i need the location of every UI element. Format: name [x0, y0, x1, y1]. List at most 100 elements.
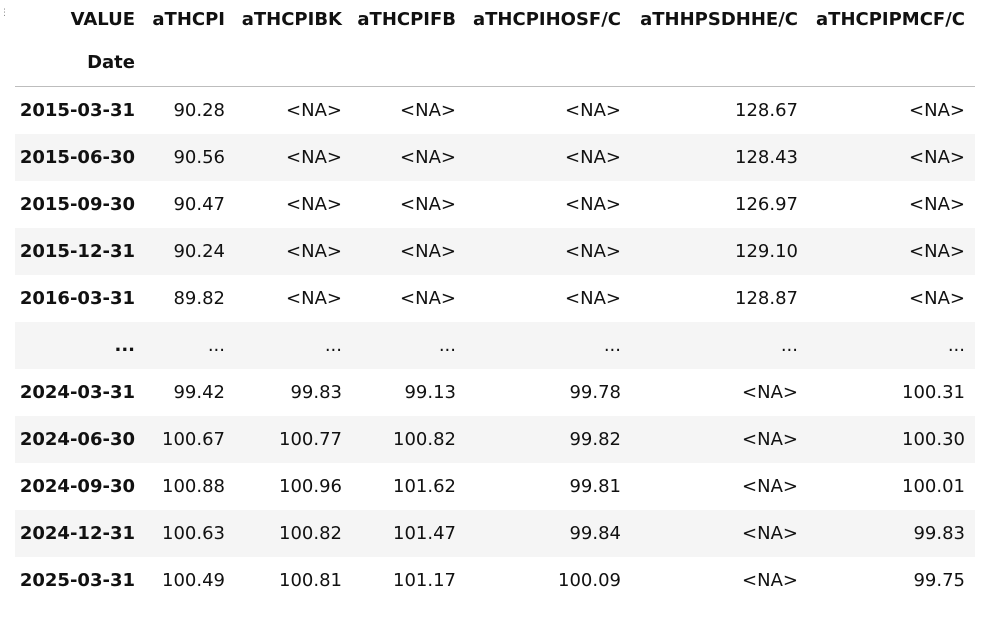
table-cell: <NA>	[742, 429, 798, 450]
row-index-cell: 2024-09-30	[19, 476, 135, 497]
columns-name-label: VALUE	[70, 8, 135, 30]
row-index-cell: 2024-03-31	[19, 382, 135, 403]
column-header: aTHCPIFB	[357, 8, 456, 30]
table-cell: 100.96	[279, 476, 342, 497]
table-cell: 99.83	[913, 523, 965, 544]
column-header-row: VALUE aTHCPI aTHCPIBK aTHCPIFB aTHCPIHOS…	[15, 0, 975, 38]
row-index-cell: 2015-09-30	[19, 194, 135, 215]
table-body: 2015-03-31 90.28 <NA> <NA> <NA> 128.67 <NA> 201…	[15, 86, 975, 604]
table-cell: <NA>	[909, 288, 965, 309]
table-row: .....................	[15, 322, 975, 369]
table-cell: ...	[780, 335, 798, 356]
index-header-spacer	[808, 38, 975, 87]
table-cell: <NA>	[909, 241, 965, 262]
table-cell: 99.13	[404, 382, 456, 403]
table-cell: 101.47	[393, 523, 456, 544]
table-cell: 99.82	[569, 429, 621, 450]
table-cell: ...	[603, 335, 621, 356]
table-cell: <NA>	[565, 194, 621, 215]
column-header: aTHCPIBK	[241, 8, 342, 30]
table-cell: <NA>	[286, 288, 342, 309]
table-cell: <NA>	[400, 194, 456, 215]
index-header-spacer	[352, 38, 466, 87]
table-cell: 89.82	[173, 288, 225, 309]
table-cell: <NA>	[286, 241, 342, 262]
column-header: aTHCPI	[152, 8, 225, 30]
table-cell: 100.01	[902, 476, 965, 497]
table-cell: <NA>	[400, 100, 456, 121]
table-row: 2024-09-30 100.88 100.96 101.62 99.81 <NA> 100…	[15, 463, 975, 510]
row-index-cell: 2024-12-31	[19, 523, 135, 544]
table-cell: 99.78	[569, 382, 621, 403]
table-cell: 90.24	[173, 241, 225, 262]
table-cell: <NA>	[742, 476, 798, 497]
index-header-spacer	[145, 38, 235, 87]
table-cell: <NA>	[742, 570, 798, 591]
dataframe-table: VALUE aTHCPI aTHCPIBK aTHCPIFB aTHCPIHOS…	[15, 0, 975, 604]
table-cell: <NA>	[565, 100, 621, 121]
table-cell: <NA>	[400, 241, 456, 262]
table-cell: <NA>	[565, 288, 621, 309]
table-cell: 90.47	[173, 194, 225, 215]
table-cell: ...	[438, 335, 456, 356]
table-row: 2016-03-31 89.82 <NA> <NA> <NA> 128.87 <NA>	[15, 275, 975, 322]
table-cell: 100.49	[162, 570, 225, 591]
index-header-row: Date	[15, 38, 975, 87]
table-cell: 101.17	[393, 570, 456, 591]
table-cell: ...	[947, 335, 965, 356]
table-cell: 100.88	[162, 476, 225, 497]
table-cell: <NA>	[909, 100, 965, 121]
table-row: 2015-09-30 90.47 <NA> <NA> <NA> 126.97 <NA>	[15, 181, 975, 228]
table-cell: 99.81	[569, 476, 621, 497]
index-name-label: Date	[15, 38, 145, 87]
row-index-cell: 2015-03-31	[19, 100, 135, 121]
table-cell: <NA>	[909, 194, 965, 215]
table-row: 2015-12-31 90.24 <NA> <NA> <NA> 129.10 <NA>	[15, 228, 975, 275]
table-cell: <NA>	[565, 241, 621, 262]
table-row: 2015-06-30 90.56 <NA> <NA> <NA> 128.43 <NA>	[15, 134, 975, 181]
table-cell: 128.43	[735, 147, 798, 168]
table-cell: <NA>	[742, 382, 798, 403]
table-cell: 100.81	[279, 570, 342, 591]
row-index-cell: 2025-03-31	[19, 570, 135, 591]
column-header: aTHHPSDHHE/C	[640, 8, 798, 30]
table-cell: <NA>	[286, 194, 342, 215]
table-cell: 100.82	[393, 429, 456, 450]
table-cell: <NA>	[286, 147, 342, 168]
table-cell: 99.84	[569, 523, 621, 544]
table-cell: 126.97	[735, 194, 798, 215]
table-cell: 100.31	[902, 382, 965, 403]
dataframe-output: VALUE aTHCPI aTHCPIBK aTHCPIFB aTHCPIHOS…	[15, 0, 975, 604]
table-cell: 99.75	[913, 570, 965, 591]
row-index-cell: 2024-06-30	[19, 429, 135, 450]
table-cell: 100.82	[279, 523, 342, 544]
column-header: aTHCPIPMCF/C	[816, 8, 965, 30]
table-cell: 100.63	[162, 523, 225, 544]
table-cell: <NA>	[400, 288, 456, 309]
table-cell: ...	[207, 335, 225, 356]
index-header-spacer	[466, 38, 631, 87]
table-cell: 99.42	[173, 382, 225, 403]
table-cell: 128.87	[735, 288, 798, 309]
table-cell: <NA>	[286, 100, 342, 121]
index-header-spacer	[631, 38, 808, 87]
table-cell: 129.10	[735, 241, 798, 262]
table-cell: 100.77	[279, 429, 342, 450]
row-index-cell: 2015-06-30	[19, 147, 135, 168]
cell-collapse-handle[interactable]: ⋮	[0, 8, 9, 18]
row-index-cell: ...	[114, 335, 135, 356]
table-row: 2024-06-30 100.67 100.77 100.82 99.82 <NA> 100…	[15, 416, 975, 463]
table-cell: 99.83	[290, 382, 342, 403]
table-row: 2024-12-31 100.63 100.82 101.47 99.84 <NA> 99.…	[15, 510, 975, 557]
index-header-spacer	[235, 38, 352, 87]
table-cell: 100.67	[162, 429, 225, 450]
column-header: aTHCPIHOSF/C	[473, 8, 621, 30]
row-index-cell: 2016-03-31	[19, 288, 135, 309]
table-cell: 101.62	[393, 476, 456, 497]
table-cell: <NA>	[565, 147, 621, 168]
table-cell: <NA>	[909, 147, 965, 168]
table-row: 2025-03-31 100.49 100.81 101.17 100.09 <NA> 99…	[15, 557, 975, 604]
table-cell: 90.56	[173, 147, 225, 168]
table-cell: 100.30	[902, 429, 965, 450]
table-cell: 90.28	[173, 100, 225, 121]
